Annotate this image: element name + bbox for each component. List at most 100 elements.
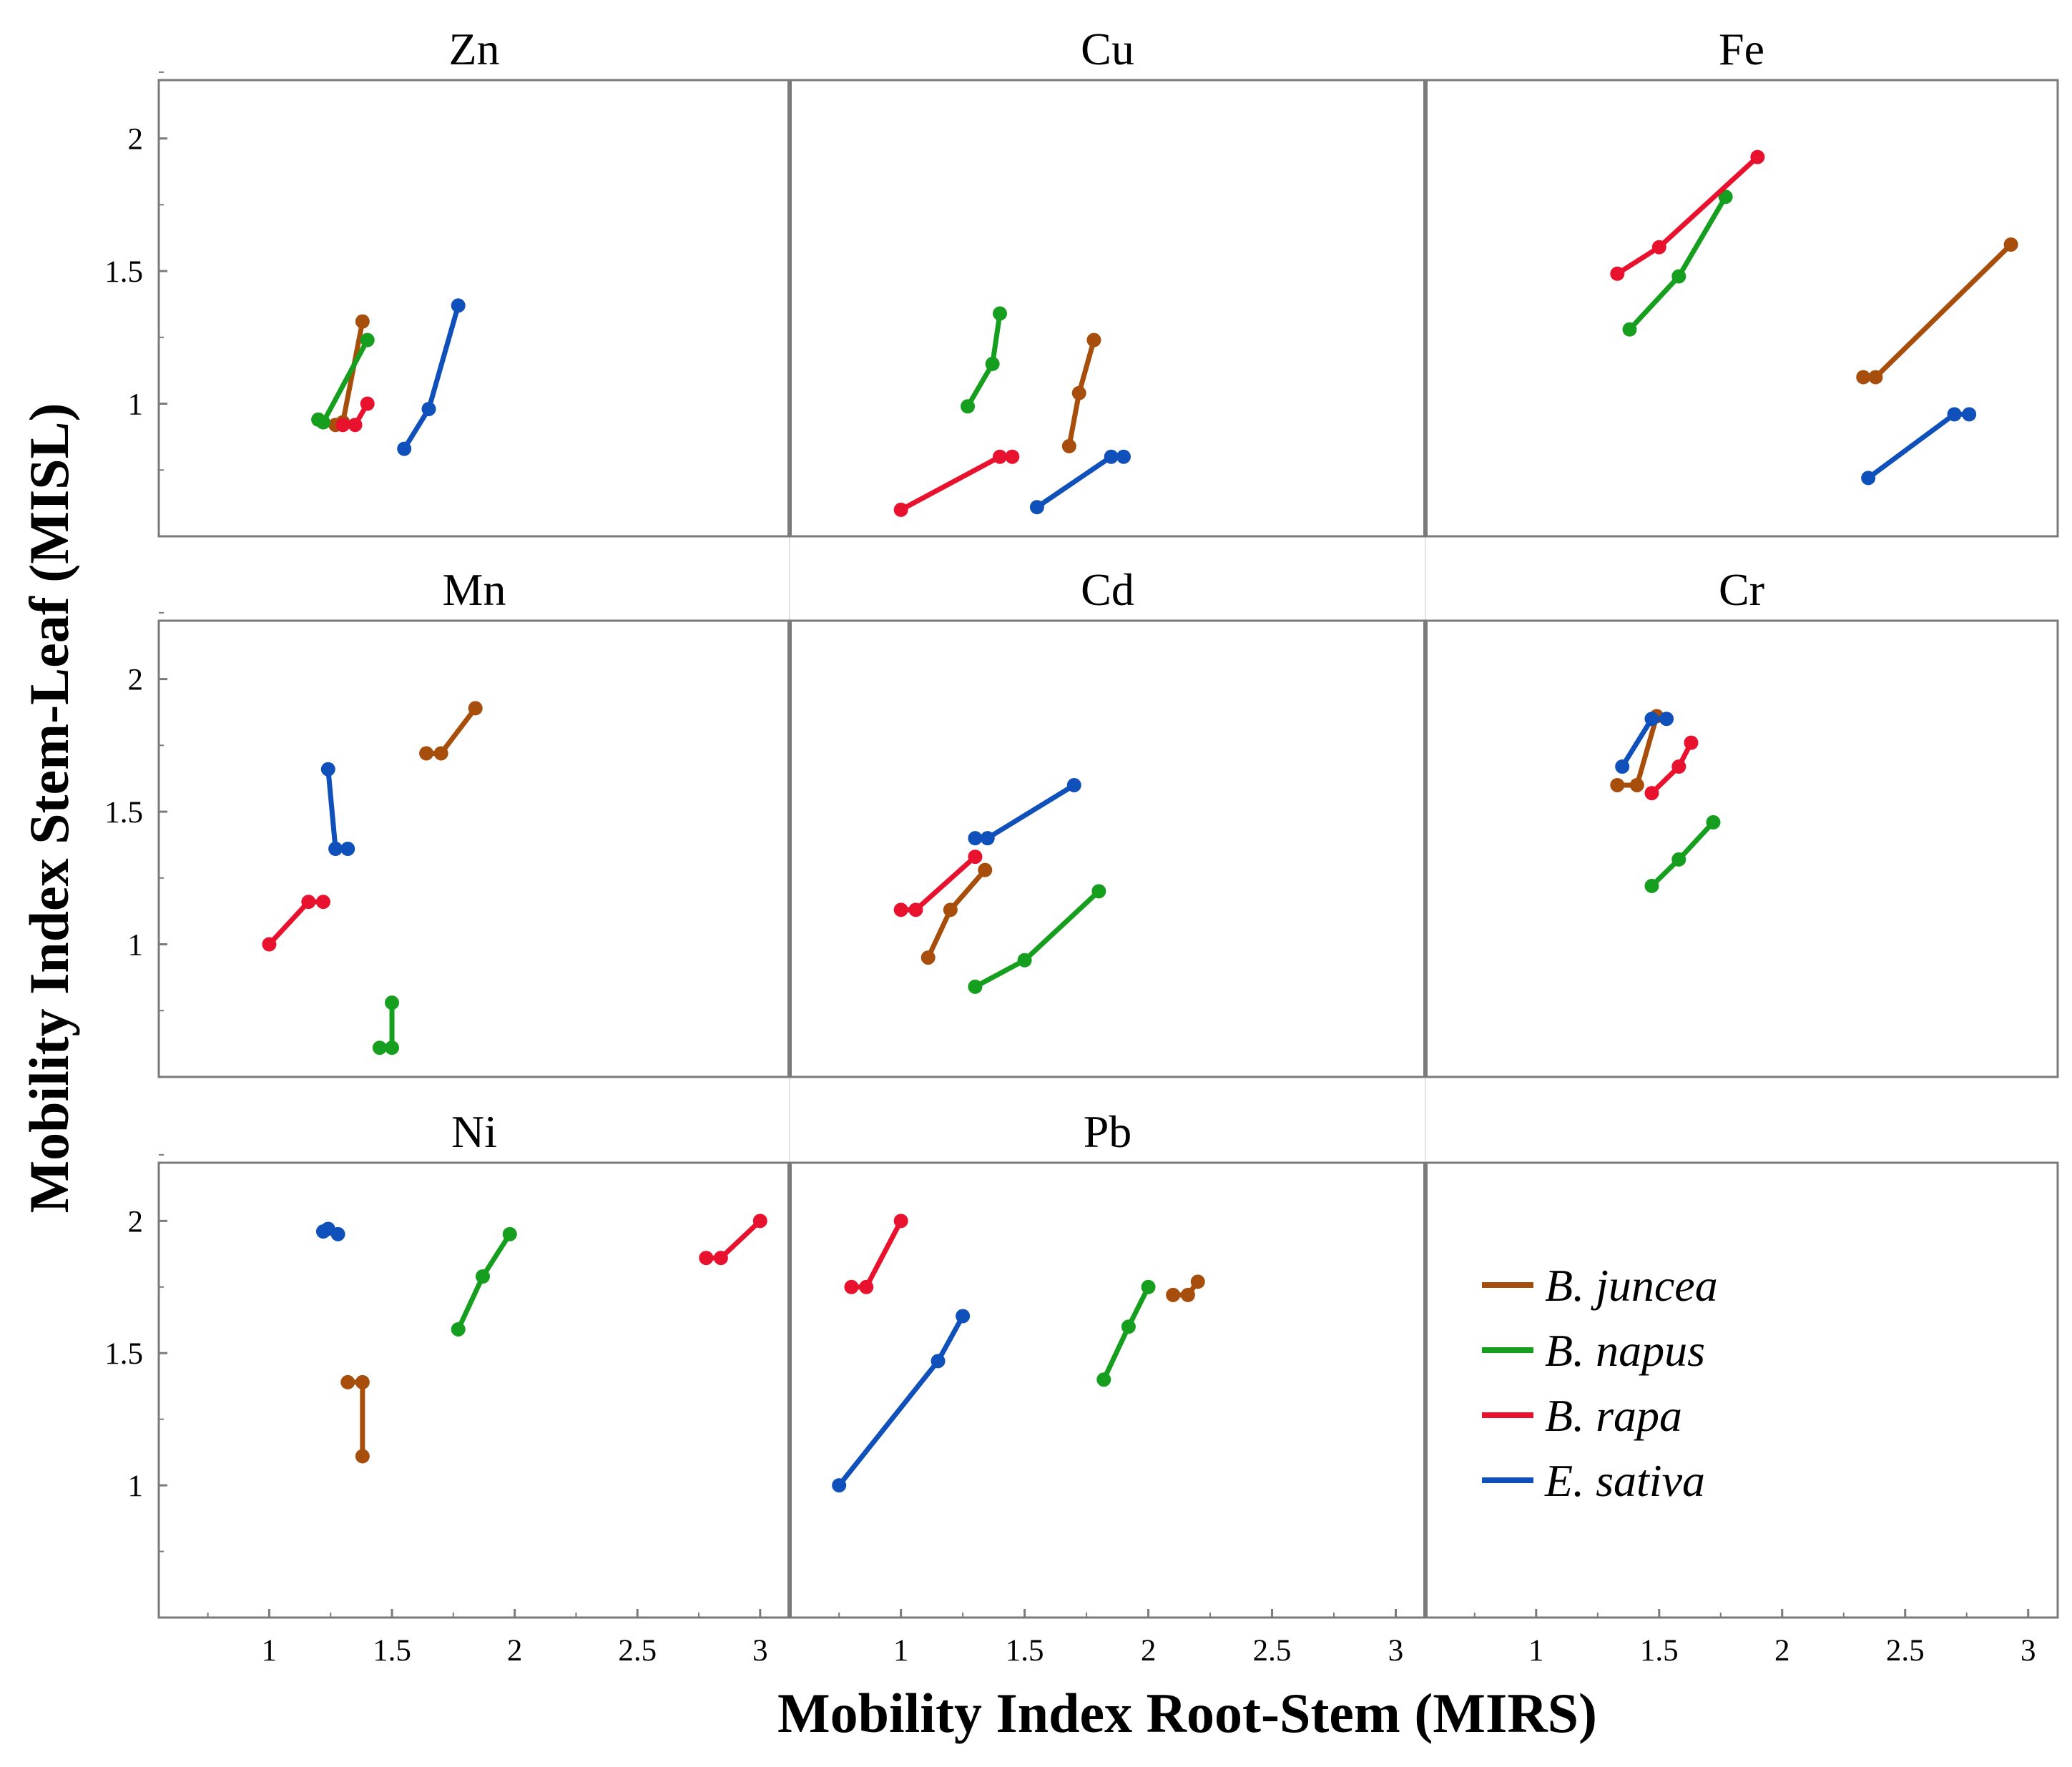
data-point-mn-e-sativa-1 [320, 762, 335, 777]
data-point-mn-b-napus-2 [385, 1040, 400, 1055]
series-line-cd-b-rapa [898, 854, 978, 912]
panel-frame-1-2 [788, 79, 1427, 538]
data-point-mn-b-rapa-3 [315, 895, 330, 910]
data-point-pb-b-juncea-2 [1180, 1287, 1195, 1302]
data-point-zn-b-rapa-2 [348, 418, 363, 433]
data-point-cr-e-sativa-3 [1659, 712, 1674, 727]
plot-layer: 1 1.5 2 Zn Cu Fe 1 1.5 2 Mn Cd Cr 1 1.5 2 1 1.5 2 2.5 3 Ni 1 1… [104, 24, 2059, 1668]
y-tick-label-row3-1: 1 [128, 1470, 144, 1503]
data-point-cd-b-napus-2 [1017, 953, 1032, 968]
data-point-cu-b-rapa-1 [893, 502, 908, 517]
data-point-pb-b-napus-3 [1141, 1279, 1156, 1294]
data-point-cu-b-juncea-2 [1071, 385, 1086, 400]
data-point-cd-b-juncea-2 [943, 902, 958, 917]
data-point-cr-b-napus-2 [1671, 852, 1686, 867]
data-point-cr-b-rapa-2 [1671, 759, 1686, 774]
data-point-mn-b-juncea-2 [433, 746, 448, 761]
x-tick-label-col3-3: 3 [2021, 1634, 2036, 1668]
data-point-cr-b-rapa-3 [1684, 735, 1699, 750]
data-point-cu-b-juncea-1 [1061, 438, 1076, 453]
data-point-cd-b-rapa-3 [968, 850, 983, 865]
data-point-mn-e-sativa-2 [328, 842, 343, 856]
series-line-cu-b-rapa [898, 454, 1015, 513]
series-line-cd-e-sativa [972, 782, 1077, 841]
x-tick-label-col2-1-5: 1.5 [1006, 1634, 1044, 1668]
data-point-fe-b-juncea-1 [1856, 370, 1871, 385]
data-point-pb-b-napus-1 [1096, 1372, 1111, 1387]
data-point-cu-b-napus-3 [993, 306, 1008, 321]
data-point-ni-b-napus-2 [476, 1269, 491, 1284]
panel-frame-1-3 [1424, 79, 2059, 538]
series-line-fe-b-rapa [1614, 154, 1760, 277]
data-point-cr-b-juncea-1 [1610, 777, 1625, 792]
series-line-pb-e-sativa [836, 1313, 966, 1488]
panel-title-cd: Cd [1081, 564, 1134, 615]
series-line-fe-b-juncea [1860, 242, 2014, 380]
x-tick-label-col2-2-5: 2.5 [1253, 1634, 1292, 1668]
series-line-ni-b-juncea [345, 1379, 365, 1459]
x-tick-label-col3-2-5: 2.5 [1886, 1634, 1925, 1668]
series-line-mn-b-juncea [423, 705, 478, 756]
data-point-pb-e-sativa-3 [956, 1309, 971, 1324]
series-line-mn-b-rapa [266, 899, 326, 948]
data-point-cu-b-rapa-2 [993, 449, 1008, 464]
data-point-fe-e-sativa-3 [1962, 407, 1977, 422]
legend-label-b-napus: B. napus [1545, 1325, 1705, 1376]
series-line-cr-b-juncea [1614, 714, 1659, 788]
data-point-ni-b-napus-3 [502, 1226, 517, 1241]
data-point-cr-b-rapa-1 [1644, 786, 1659, 801]
panel-title-fe: Fe [1719, 24, 1764, 74]
x-tick-label-col3-1-5: 1.5 [1640, 1634, 1679, 1668]
data-point-fe-b-juncea-3 [2003, 237, 2018, 252]
data-point-zn-b-rapa-3 [360, 396, 375, 411]
data-point-pb-b-rapa-2 [859, 1279, 874, 1294]
series-line-cu-e-sativa [1034, 454, 1126, 510]
data-point-cr-e-sativa-2 [1644, 712, 1659, 727]
y-tick-label-row1-1: 1 [128, 388, 144, 422]
data-point-pb-b-napus-2 [1121, 1319, 1136, 1334]
data-point-pb-b-juncea-1 [1166, 1287, 1181, 1302]
panel-title-mn: Mn [443, 564, 506, 615]
panel-frame-3-3 [1424, 1161, 2059, 1619]
panel-title-cr: Cr [1719, 564, 1764, 615]
y-tick-label-row3-2: 2 [128, 1205, 144, 1239]
x-tick-label-col2-2: 2 [1141, 1634, 1157, 1668]
data-point-cu-e-sativa-1 [1029, 500, 1044, 515]
y-tick-label-row1-2: 2 [128, 123, 144, 157]
data-point-ni-b-rapa-1 [699, 1251, 714, 1266]
panel-frame-2-2 [788, 619, 1427, 1078]
y-tick-label-row2-2: 2 [128, 664, 144, 697]
data-point-pb-b-rapa-3 [893, 1214, 908, 1229]
x-tick-label-col1-1-5: 1.5 [373, 1634, 411, 1668]
series-line-mn-e-sativa [325, 767, 350, 852]
series-line-zn-e-sativa [401, 302, 461, 452]
data-point-cd-b-napus-1 [968, 979, 983, 994]
series-line-fe-e-sativa [1865, 411, 1972, 481]
data-point-ni-b-juncea-1 [340, 1374, 355, 1389]
x-tick-label-col1-3: 3 [752, 1634, 768, 1668]
data-point-zn-b-juncea-3 [355, 314, 370, 329]
data-point-pb-b-juncea-3 [1190, 1274, 1205, 1289]
data-point-cu-e-sativa-3 [1116, 449, 1131, 464]
data-point-fe-e-sativa-2 [1947, 407, 1962, 422]
data-point-fe-b-napus-2 [1671, 269, 1686, 284]
data-point-ni-b-juncea-3 [355, 1449, 370, 1464]
series-line-cd-b-juncea [925, 867, 988, 960]
data-point-ni-e-sativa-3 [330, 1226, 345, 1241]
data-point-cd-b-juncea-3 [978, 862, 993, 877]
data-point-cd-e-sativa-1 [968, 831, 983, 846]
legend-label-e-sativa: E. sativa [1544, 1455, 1705, 1506]
data-point-ni-b-rapa-3 [752, 1214, 767, 1229]
data-point-cr-b-juncea-2 [1629, 777, 1644, 792]
y-tick-label-row3-1-5: 1.5 [104, 1337, 143, 1371]
data-point-cd-b-juncea-1 [920, 950, 936, 965]
data-point-zn-e-sativa-3 [451, 298, 466, 313]
data-point-zn-b-napus-3 [360, 333, 375, 348]
x-tick-label-col1-2: 2 [507, 1634, 523, 1668]
data-point-mn-b-napus-1 [372, 1040, 387, 1055]
data-point-fe-b-napus-1 [1622, 322, 1637, 337]
x-tick-label-col2-1: 1 [893, 1634, 909, 1668]
data-point-cu-b-rapa-3 [1005, 449, 1020, 464]
data-point-fe-b-rapa-3 [1750, 149, 1765, 164]
